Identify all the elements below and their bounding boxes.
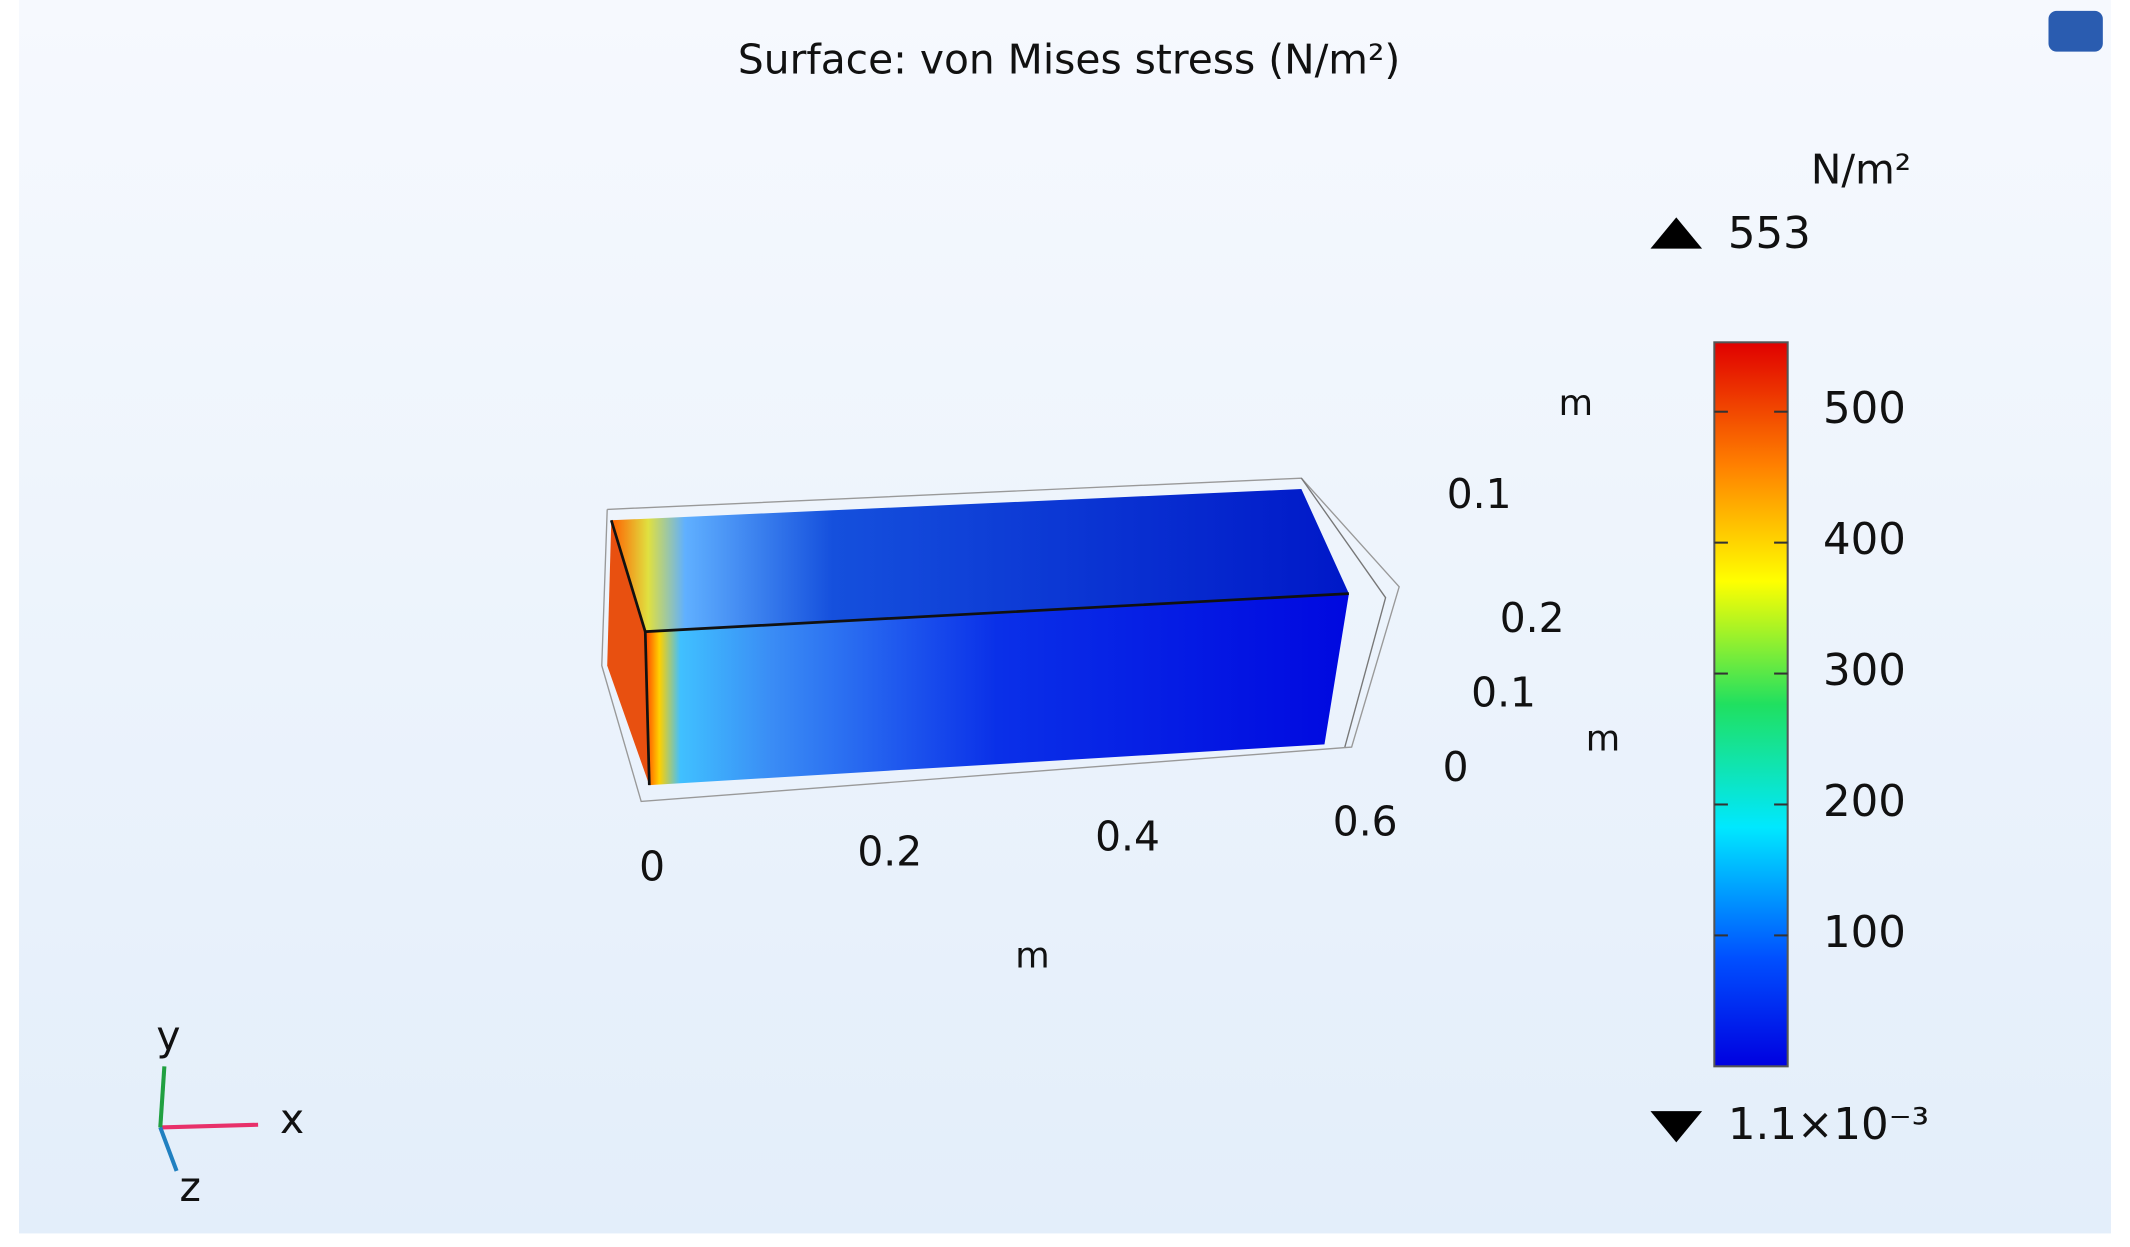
z-axis-tick-label: 0.1 [1447, 470, 1512, 518]
model-box [601, 477, 1400, 803]
toolbar-icon[interactable] [2048, 10, 2103, 52]
top-face [611, 489, 1349, 632]
triad-z-label: z [179, 1163, 200, 1211]
triad-x [160, 1122, 259, 1130]
y-axis-tick-label: 0.2 [1500, 594, 1565, 642]
triad [158, 1066, 259, 1172]
colorbar-tick-label: 400 [1823, 515, 1906, 565]
x-axis-label: m [1015, 936, 1049, 977]
max-marker [1650, 217, 1703, 249]
x-axis-tick-label: 0 [639, 842, 665, 890]
z-axis-label: m [1559, 383, 1593, 424]
colorbar [1713, 341, 1789, 1068]
colorbar-tick-label: 300 [1823, 646, 1906, 696]
x-axis-tick-label: 0.4 [1095, 812, 1160, 860]
bounding-box [1300, 477, 1387, 748]
colorbar-max: 553 [1728, 209, 1811, 259]
colorbar-tick-label: 100 [1823, 908, 1906, 958]
bounding-box [601, 477, 1400, 803]
x-axis-tick-label: 0.6 [1333, 798, 1398, 846]
colorbar-unit: N/m² [1811, 146, 1911, 194]
colorbar-min: 1.1×10⁻³ [1728, 1100, 1929, 1150]
y-axis-label: m [1586, 718, 1620, 759]
y-axis-tick-label: 0.1 [1471, 668, 1536, 716]
y-axis-tick-label: 0 [1443, 743, 1469, 791]
triad-y [158, 1066, 167, 1128]
min-marker [1650, 1111, 1703, 1143]
plot-title: Surface: von Mises stress (N/m²) [738, 35, 1400, 83]
front-face [645, 593, 1349, 786]
triad-z [158, 1126, 179, 1172]
edge [643, 631, 651, 786]
end-face [607, 520, 650, 786]
triad-y-label: y [156, 1012, 180, 1060]
x-axis-tick-label: 0.2 [857, 827, 922, 875]
colorbar-tick-label: 200 [1823, 777, 1906, 827]
triad-x-label: x [280, 1095, 304, 1143]
colorbar-tick-label: 500 [1823, 384, 1906, 434]
